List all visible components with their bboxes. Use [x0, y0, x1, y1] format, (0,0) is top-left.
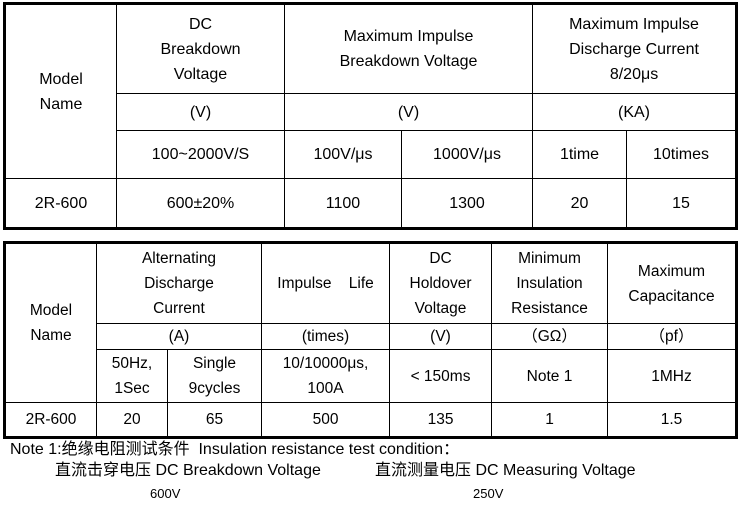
- header-cell: DC Holdover Voltage: [389, 242, 493, 324]
- note-item-label: 直流测量电压 DC Measuring Voltage: [375, 462, 636, 479]
- condition-cell: 1000V/μs: [401, 130, 533, 179]
- data-cell: 20: [96, 402, 168, 438]
- data-cell: 65: [166, 402, 263, 438]
- header-cell: Alternating Discharge Current: [95, 242, 263, 324]
- condition-cell: 1MHz: [607, 349, 738, 403]
- header-cell: Minimum Insulation Resistance: [491, 242, 609, 324]
- data-cell: 1: [491, 402, 609, 438]
- unit-cell: (times): [261, 323, 391, 350]
- data-cell: 600±20%: [116, 178, 285, 229]
- data-cell: 20: [532, 178, 627, 229]
- data-cell: 15: [625, 178, 738, 229]
- condition-cell: 10/10000μs, 100A: [261, 349, 391, 403]
- unit-cell: （GΩ）: [491, 323, 609, 350]
- data-cell: 500: [261, 402, 391, 438]
- header-cell: Maximum Impulse Discharge Current 8/20μs: [531, 3, 738, 94]
- unit-cell: (V): [389, 323, 493, 350]
- data-cell: 1.5: [607, 402, 738, 438]
- unit-cell: （pf）: [607, 323, 738, 350]
- condition-cell: Single 9cycles: [166, 349, 263, 403]
- data-cell: 2R-600: [4, 178, 117, 229]
- note-item-value: 600V: [150, 486, 181, 501]
- condition-cell: 100V/μs: [284, 130, 402, 179]
- note-item-value: 250V: [473, 486, 504, 501]
- note-title: Note 1:绝缘电阻测试条件 Insulation resistance te…: [10, 441, 460, 458]
- condition-cell: < 150ms: [389, 349, 493, 403]
- header-cell: Impulse Life: [261, 242, 391, 324]
- header-cell: Model Name: [4, 3, 117, 179]
- unit-cell: (KA): [531, 93, 738, 131]
- condition-cell: 1time: [532, 130, 627, 179]
- data-cell: 2R-600: [4, 402, 97, 438]
- data-cell: 1100: [284, 178, 402, 229]
- condition-cell: Note 1: [491, 349, 609, 403]
- spec-table-1: Model Name DC Breakdown Voltage Maximum …: [3, 2, 739, 230]
- condition-cell: 50Hz, 1Sec: [96, 349, 168, 403]
- data-cell: 1300: [401, 178, 533, 229]
- header-cell: DC Breakdown Voltage: [116, 3, 285, 94]
- header-cell: Maximum Impulse Breakdown Voltage: [284, 3, 533, 94]
- data-cell: 135: [389, 402, 493, 438]
- unit-cell: (V): [116, 93, 285, 131]
- condition-cell: 100~2000V/S: [116, 130, 285, 179]
- header-cell: Maximum Capacitance: [607, 242, 738, 324]
- note-item-label: 直流击穿电压 DC Breakdown Voltage: [55, 462, 321, 479]
- unit-cell: (A): [95, 323, 263, 350]
- unit-cell: (V): [284, 93, 533, 131]
- header-cell: Model Name: [4, 242, 97, 403]
- spec-table-2: Model Name Alternating Discharge Current…: [3, 241, 739, 439]
- condition-cell: 10times: [625, 130, 738, 179]
